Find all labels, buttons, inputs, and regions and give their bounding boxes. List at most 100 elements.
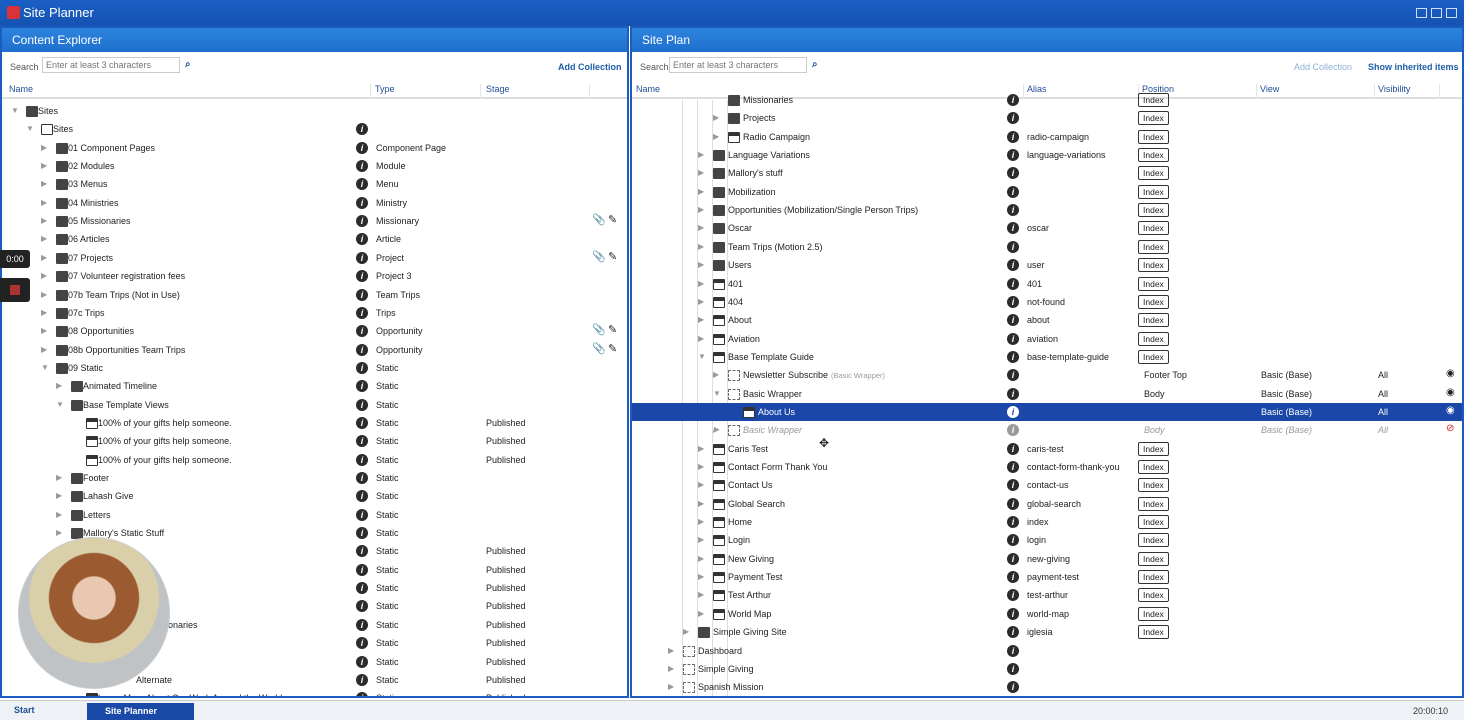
position-index-badge[interactable]: Index (1138, 349, 1169, 364)
position-index-badge[interactable]: Index (1138, 588, 1169, 603)
tree-row[interactable]: ▶ Test Arthur i test-arthur Index (632, 586, 1462, 604)
tree-row[interactable]: ▶ Mallory's Static Stuff i Static (2, 524, 627, 542)
expand-arrow-icon[interactable]: ▶ (41, 179, 48, 189)
tree-row[interactable]: ▶ 03 Menus i Menu (2, 175, 627, 193)
info-icon[interactable]: i (356, 160, 368, 173)
position-index-badge[interactable]: Index (1138, 111, 1169, 126)
expand-arrow-icon[interactable]: ▶ (713, 131, 720, 141)
tree-row[interactable]: ▶ About i about Index (632, 311, 1462, 329)
position-index-badge[interactable]: Index (1138, 551, 1169, 566)
expand-arrow-icon[interactable]: ▶ (41, 252, 48, 262)
tree-row[interactable]: Alternate i Static Published (2, 671, 627, 689)
eye-icon[interactable]: ◉ (1446, 404, 1455, 416)
tree-row[interactable]: ▶ Mobilization i Index (632, 183, 1462, 201)
tree-row[interactable]: ▶ Letters i Static (2, 506, 627, 524)
tree-row[interactable]: ▼ Basic Wrapper i Body Basic (Base) All ◉ (632, 385, 1462, 403)
position-index-badge[interactable]: Index (1138, 625, 1169, 640)
tree-row[interactable]: i Static Published (2, 634, 627, 652)
minimize-icon[interactable] (1416, 8, 1427, 18)
expand-arrow-icon[interactable]: ▶ (683, 627, 690, 637)
tree-row[interactable]: ▶ 07 Volunteer registration fees i Project … (2, 267, 627, 285)
edit-icon[interactable]: ✎ (608, 214, 618, 227)
column-position[interactable]: Position (1142, 84, 1257, 99)
expand-arrow-icon[interactable]: ▶ (698, 608, 705, 618)
expand-arrow-icon[interactable]: ▶ (56, 473, 63, 482)
expand-arrow-icon[interactable]: ▶ (41, 234, 48, 244)
expand-arrow-icon[interactable]: ▶ (41, 307, 48, 317)
info-icon[interactable]: i (1007, 644, 1019, 657)
tree-row[interactable]: ▶ Contact Form Thank You i contact-form-tha… (632, 458, 1462, 476)
info-icon[interactable]: i (1007, 277, 1019, 290)
stop-recording-button[interactable] (0, 278, 30, 302)
tree-row[interactable]: ▶ 401 i 401 Index (632, 275, 1462, 293)
info-icon[interactable]: i (356, 178, 368, 191)
collapse-arrow-icon[interactable]: ▼ (713, 388, 721, 398)
tree-row[interactable]: 100% of your gifts help someone. i Static P… (2, 414, 627, 432)
info-icon[interactable]: i (1007, 94, 1019, 106)
info-icon[interactable]: i (1007, 552, 1019, 565)
info-icon[interactable]: i (356, 600, 368, 613)
position-index-badge[interactable]: Index (1138, 258, 1169, 273)
column-alias[interactable]: Alias (1027, 84, 1139, 99)
tree-row[interactable]: ▶ Team Trips (Motion 2.5) i Index (632, 238, 1462, 256)
search-icon[interactable]: ⌕ (812, 59, 818, 70)
expand-arrow-icon[interactable]: ▶ (698, 315, 705, 325)
tree-row[interactable]: ▶ Users i user Index (632, 256, 1462, 274)
tree-row[interactable]: ▶ Radio Campaign i radio-campaign Index (632, 128, 1462, 146)
tree-row[interactable]: ▶ Caris Test i caris-test Index (632, 440, 1462, 458)
info-icon[interactable]: i (1007, 479, 1019, 492)
expand-arrow-icon[interactable]: ▶ (56, 509, 63, 519)
expand-arrow-icon[interactable]: ▶ (698, 186, 705, 196)
expand-arrow-icon[interactable]: ▶ (698, 443, 705, 453)
expand-arrow-icon[interactable]: ▶ (698, 333, 705, 343)
info-icon[interactable]: i (1007, 534, 1019, 547)
info-icon[interactable]: i (1007, 295, 1019, 308)
column-name[interactable]: Name (9, 84, 371, 99)
tree-row[interactable]: ▶ Payment Test i payment-test Index (632, 568, 1462, 586)
expand-arrow-icon[interactable]: ▶ (698, 462, 705, 471)
info-icon[interactable]: i (1007, 387, 1019, 400)
column-view[interactable]: View (1260, 84, 1375, 99)
tree-row[interactable]: ▶ Opportunities (Mobilization/Single Pers… (632, 201, 1462, 219)
tree-row[interactable]: i Static Published (2, 653, 627, 671)
tree-row[interactable]: ▼ Sites i (2, 120, 627, 138)
tree-row[interactable]: ▶ New Giving i new-giving Index (632, 550, 1462, 568)
add-collection-link[interactable]: Add Collection (1294, 62, 1353, 72)
info-icon[interactable]: i (356, 196, 368, 209)
edit-icon[interactable]: ✎ (608, 324, 618, 337)
info-icon[interactable]: i (1007, 350, 1019, 363)
tree-row[interactable]: ▶ Global Search i global-search Index (632, 495, 1462, 513)
position-index-badge[interactable]: Index (1138, 313, 1169, 328)
expand-arrow-icon[interactable]: ▶ (698, 241, 705, 251)
position-index-badge[interactable]: Index (1138, 515, 1169, 530)
tree-row[interactable]: i Static Published (2, 542, 627, 560)
expand-arrow-icon[interactable]: ▶ (668, 682, 675, 692)
expand-arrow-icon[interactable]: ▶ (698, 535, 705, 545)
info-icon[interactable]: i (1007, 167, 1019, 180)
expand-arrow-icon[interactable]: ▶ (698, 498, 705, 508)
info-icon[interactable]: i (356, 398, 368, 411)
attach-icon[interactable]: 📎 (592, 342, 606, 355)
eye-icon[interactable]: ◉ (1446, 386, 1455, 398)
info-icon[interactable]: i (356, 251, 368, 264)
tree-row[interactable]: ▶ 07c Trips i Trips (2, 304, 627, 322)
info-icon[interactable]: i (1007, 204, 1019, 217)
eye-icon[interactable]: ◉ (1446, 368, 1455, 380)
expand-arrow-icon[interactable]: ▶ (698, 572, 705, 582)
expand-arrow-icon[interactable]: ▶ (713, 370, 720, 380)
expand-arrow-icon[interactable]: ▶ (41, 216, 48, 226)
info-icon[interactable]: i (356, 343, 368, 356)
position-index-badge[interactable]: Index (1138, 606, 1169, 621)
expand-arrow-icon[interactable]: ▶ (56, 381, 63, 391)
position-index-badge[interactable]: Index (1138, 129, 1169, 144)
expand-arrow-icon[interactable]: ▶ (41, 344, 48, 354)
info-icon[interactable]: i (356, 545, 368, 558)
info-icon[interactable]: i (1007, 607, 1019, 620)
info-icon[interactable]: i (1007, 332, 1019, 345)
collapse-arrow-icon[interactable]: ▼ (26, 124, 34, 134)
info-icon[interactable]: i (1007, 259, 1019, 272)
tree-row[interactable]: ▶ Footer i Static (2, 469, 627, 487)
position-index-badge[interactable]: Index (1138, 148, 1169, 163)
start-button[interactable]: Start (14, 705, 35, 715)
tree-row[interactable]: ▶ Spanish Mission i (632, 678, 1462, 696)
